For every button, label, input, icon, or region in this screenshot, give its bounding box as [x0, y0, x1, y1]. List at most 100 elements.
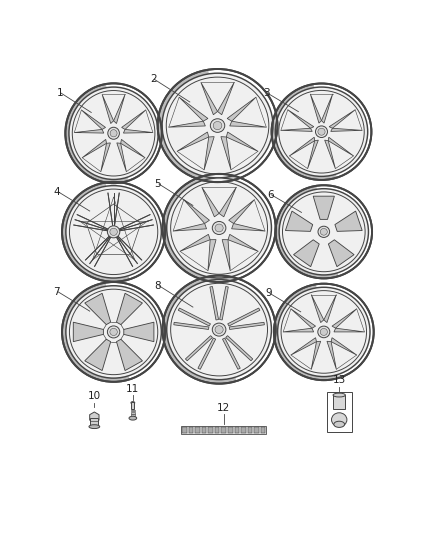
- Polygon shape: [288, 110, 314, 128]
- Polygon shape: [310, 94, 321, 123]
- Polygon shape: [328, 240, 354, 266]
- Text: 10: 10: [88, 391, 101, 401]
- Polygon shape: [85, 339, 111, 370]
- Polygon shape: [185, 336, 212, 361]
- Polygon shape: [311, 295, 324, 322]
- Polygon shape: [204, 136, 214, 170]
- Text: 12: 12: [217, 403, 230, 413]
- Polygon shape: [65, 84, 128, 183]
- Polygon shape: [281, 128, 312, 132]
- Polygon shape: [291, 309, 316, 328]
- Polygon shape: [228, 235, 258, 252]
- Polygon shape: [223, 338, 240, 369]
- Bar: [333, 395, 346, 409]
- Polygon shape: [102, 94, 113, 124]
- Ellipse shape: [210, 119, 225, 132]
- Polygon shape: [184, 200, 209, 223]
- Ellipse shape: [162, 73, 273, 178]
- Polygon shape: [81, 110, 106, 130]
- Polygon shape: [228, 308, 260, 326]
- Text: 3: 3: [263, 88, 270, 98]
- Polygon shape: [325, 140, 336, 168]
- Polygon shape: [201, 82, 218, 115]
- Ellipse shape: [110, 228, 117, 236]
- Polygon shape: [313, 196, 334, 220]
- Polygon shape: [85, 293, 111, 325]
- Bar: [222, 426, 226, 433]
- Ellipse shape: [320, 328, 328, 335]
- Bar: [182, 426, 187, 433]
- Polygon shape: [218, 82, 234, 115]
- Text: 13: 13: [332, 375, 346, 385]
- Ellipse shape: [276, 87, 367, 176]
- Polygon shape: [331, 338, 357, 355]
- Polygon shape: [227, 97, 256, 121]
- Text: 7: 7: [53, 287, 60, 297]
- Text: 1: 1: [57, 88, 63, 98]
- Ellipse shape: [66, 185, 161, 278]
- Polygon shape: [276, 186, 339, 278]
- Polygon shape: [62, 182, 130, 282]
- Polygon shape: [82, 139, 106, 158]
- Polygon shape: [122, 110, 146, 130]
- Ellipse shape: [110, 130, 117, 137]
- Ellipse shape: [212, 323, 226, 336]
- Polygon shape: [62, 282, 130, 382]
- Bar: [208, 426, 213, 433]
- Ellipse shape: [107, 226, 120, 238]
- Polygon shape: [90, 412, 99, 423]
- Ellipse shape: [320, 229, 327, 235]
- Ellipse shape: [110, 328, 117, 336]
- Polygon shape: [221, 136, 231, 170]
- Polygon shape: [210, 287, 219, 320]
- Ellipse shape: [131, 401, 135, 404]
- Polygon shape: [73, 322, 103, 342]
- Bar: [254, 426, 259, 433]
- Bar: [181, 426, 266, 433]
- Ellipse shape: [279, 189, 368, 275]
- Polygon shape: [328, 137, 353, 156]
- Text: 4: 4: [53, 187, 60, 197]
- Polygon shape: [229, 200, 254, 223]
- Bar: [131, 402, 134, 409]
- Polygon shape: [290, 137, 315, 156]
- Polygon shape: [173, 223, 207, 231]
- Ellipse shape: [129, 416, 137, 420]
- Polygon shape: [329, 110, 355, 128]
- Text: 8: 8: [155, 281, 161, 290]
- Polygon shape: [232, 223, 265, 231]
- Polygon shape: [327, 341, 336, 369]
- Polygon shape: [332, 309, 357, 328]
- Bar: [189, 426, 193, 433]
- Polygon shape: [272, 84, 337, 180]
- Bar: [241, 426, 246, 433]
- Polygon shape: [169, 121, 205, 127]
- Ellipse shape: [212, 222, 226, 235]
- Ellipse shape: [318, 128, 325, 135]
- Ellipse shape: [332, 413, 347, 426]
- Polygon shape: [230, 121, 266, 127]
- Polygon shape: [334, 328, 364, 332]
- Polygon shape: [178, 308, 210, 326]
- Polygon shape: [293, 240, 319, 266]
- Bar: [202, 426, 206, 433]
- Polygon shape: [286, 211, 313, 231]
- Polygon shape: [101, 143, 110, 172]
- Polygon shape: [180, 235, 210, 252]
- Ellipse shape: [107, 326, 120, 338]
- Polygon shape: [291, 338, 317, 355]
- Polygon shape: [307, 140, 318, 168]
- Ellipse shape: [69, 87, 158, 180]
- Ellipse shape: [315, 126, 328, 138]
- Bar: [131, 414, 135, 416]
- Polygon shape: [331, 128, 362, 132]
- Polygon shape: [321, 94, 333, 123]
- Bar: [131, 410, 135, 411]
- Bar: [195, 426, 200, 433]
- Bar: [131, 412, 135, 414]
- Polygon shape: [121, 139, 145, 158]
- Polygon shape: [117, 143, 127, 172]
- Ellipse shape: [213, 122, 222, 130]
- Ellipse shape: [333, 393, 346, 397]
- Polygon shape: [219, 287, 228, 320]
